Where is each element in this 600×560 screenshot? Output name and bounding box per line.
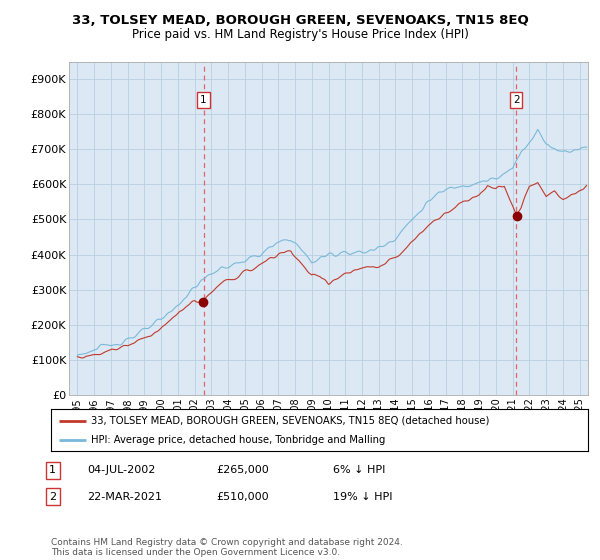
- Text: 1: 1: [200, 95, 207, 105]
- Text: HPI: Average price, detached house, Tonbridge and Malling: HPI: Average price, detached house, Tonb…: [91, 435, 386, 445]
- Text: Price paid vs. HM Land Registry's House Price Index (HPI): Price paid vs. HM Land Registry's House …: [131, 28, 469, 41]
- Text: 2: 2: [49, 492, 56, 502]
- Text: 1: 1: [49, 465, 56, 475]
- Text: £510,000: £510,000: [216, 492, 269, 502]
- Text: Contains HM Land Registry data © Crown copyright and database right 2024.
This d: Contains HM Land Registry data © Crown c…: [51, 538, 403, 557]
- Text: 22-MAR-2021: 22-MAR-2021: [87, 492, 162, 502]
- Text: 2: 2: [513, 95, 520, 105]
- Text: 04-JUL-2002: 04-JUL-2002: [87, 465, 155, 475]
- Text: 33, TOLSEY MEAD, BOROUGH GREEN, SEVENOAKS, TN15 8EQ (detached house): 33, TOLSEY MEAD, BOROUGH GREEN, SEVENOAK…: [91, 416, 490, 426]
- Text: 33, TOLSEY MEAD, BOROUGH GREEN, SEVENOAKS, TN15 8EQ: 33, TOLSEY MEAD, BOROUGH GREEN, SEVENOAK…: [71, 14, 529, 27]
- Text: 6% ↓ HPI: 6% ↓ HPI: [333, 465, 385, 475]
- Text: 19% ↓ HPI: 19% ↓ HPI: [333, 492, 392, 502]
- Text: £265,000: £265,000: [216, 465, 269, 475]
